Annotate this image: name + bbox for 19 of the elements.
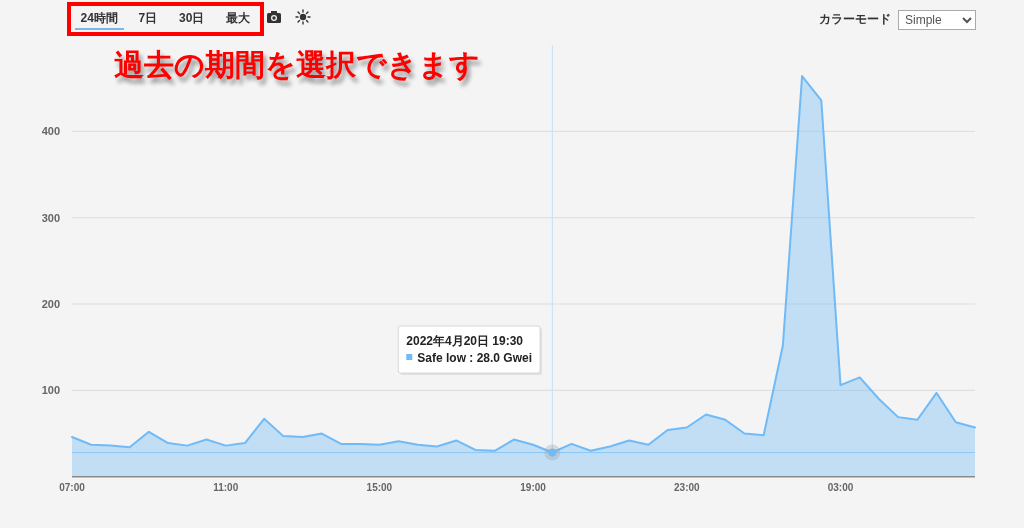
x-tick-label: 19:00 <box>520 482 546 493</box>
y-tick-label: 200 <box>41 298 60 310</box>
tooltip-text: Safe low : 28.0 Gwei <box>417 351 532 365</box>
x-tick-label: 07:00 <box>59 482 85 493</box>
y-tick-label: 300 <box>41 211 60 224</box>
tooltip-text: 2022年4月20日 19:30 <box>406 334 524 348</box>
x-tick-label: 03:00 <box>827 482 854 493</box>
period-button: 最大 <box>224 8 252 28</box>
x-tick-label: 11:00 <box>213 482 239 493</box>
color-mode-select: Simple <box>898 10 976 30</box>
color-mode-label: カラーモード <box>819 11 891 27</box>
y-tick-label: 400 <box>41 125 60 138</box>
x-tick-label: 23:00 <box>674 482 700 493</box>
x-tick-label: 15:00 <box>366 482 393 493</box>
y-tick-label: 100 <box>41 384 60 397</box>
period-button: 7日 <box>136 8 160 28</box>
period-button: 30日 <box>177 8 207 28</box>
period-button: 24時間 <box>78 8 120 28</box>
caption: 過去の期間を選択できます <box>114 47 480 83</box>
